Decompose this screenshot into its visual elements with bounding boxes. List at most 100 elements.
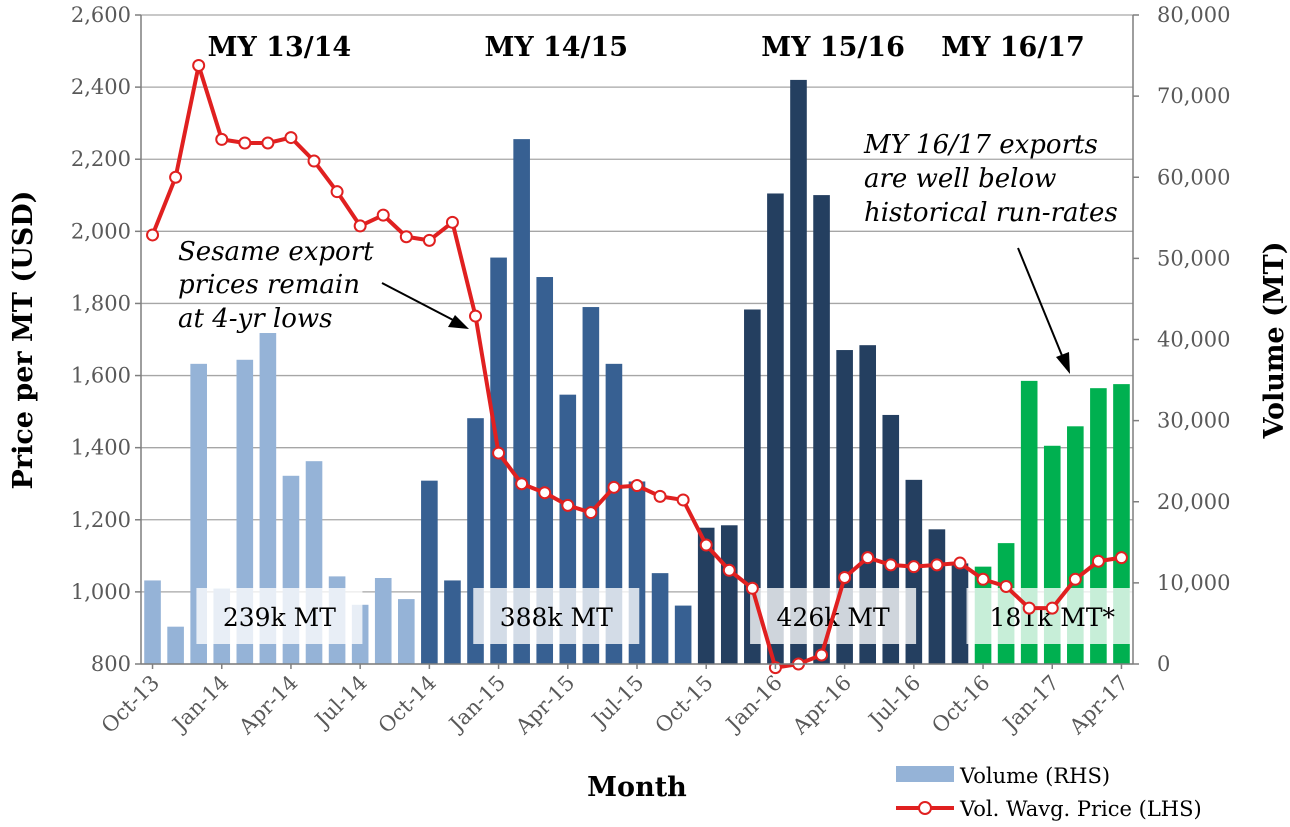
price-point [1114, 551, 1128, 565]
price-point [930, 558, 944, 572]
volume-bar [767, 193, 784, 664]
price-point [1068, 572, 1082, 586]
price-point [1045, 601, 1059, 615]
volume-bar [536, 277, 554, 664]
price-point [884, 558, 898, 572]
y-tick-label-left: 1,800 [71, 291, 131, 315]
price-point [976, 572, 990, 586]
marketing-year-label: MY 13/14 [208, 32, 352, 63]
marketing-year-label: MY 16/17 [941, 32, 1085, 63]
annotation-line: historical run-rates [864, 198, 1118, 228]
annotation-line: are well below [864, 164, 1056, 194]
legend-label-price: Vol. Wavg. Price (LHS) [959, 797, 1202, 821]
price-annotation: Sesame export prices remain at 4-yr lows [178, 237, 469, 334]
x-tick-label: Jan-14 [167, 671, 234, 738]
legend: Volume (RHS) Vol. Wavg. Price (LHS) [896, 764, 1202, 821]
volume-bar [928, 529, 946, 664]
y-tick-label-left: 1,600 [71, 364, 131, 388]
annotation-arrowhead [1056, 352, 1070, 374]
x-tick-label: Oct-14 [374, 671, 441, 738]
marketing-year-totals: 239k MT 388k MT 426k MT 181k MT* [196, 588, 1138, 644]
total-box [966, 588, 1138, 644]
marketing-year-label: MY 15/16 [761, 32, 905, 63]
volume-bar [859, 345, 877, 664]
y-tick-label-left: 1,400 [71, 436, 131, 460]
price-point [861, 551, 875, 565]
y-tick-label-right: 70,000 [1157, 84, 1230, 108]
y-tick-label-left: 2,400 [71, 75, 131, 99]
x-tick-label: Apr-16 [787, 671, 856, 740]
x-tick-label: Oct-16 [927, 671, 994, 738]
volume-bar [720, 525, 738, 664]
y-tick-label-left: 1,000 [71, 580, 131, 604]
volume-bar [674, 605, 692, 664]
annotation-line: MY 16/17 exports [863, 130, 1098, 160]
price-point [838, 570, 852, 584]
y-tick-label-left: 2,200 [71, 147, 131, 171]
volume-bar [144, 580, 161, 664]
price-point [607, 480, 621, 494]
y-axis-title-left: Price per MT (USD) [8, 191, 39, 490]
price-point [745, 581, 759, 595]
volume-bar [374, 578, 392, 664]
volume-bar [167, 626, 184, 664]
y-tick-label-right: 40,000 [1157, 328, 1230, 352]
volume-bar [951, 563, 969, 664]
volume-bar [444, 580, 461, 664]
legend-marker-price [918, 801, 932, 815]
annotation-line: at 4-yr lows [178, 304, 333, 334]
price-line [146, 58, 1128, 675]
x-tick-label: Apr-15 [510, 671, 579, 740]
price-point [699, 538, 713, 552]
price-point [215, 132, 229, 146]
price-point [1091, 554, 1105, 568]
volume-bar [813, 195, 830, 664]
annotation-arrowhead [448, 315, 469, 329]
annotation-line: Sesame export [178, 237, 374, 267]
price-point [561, 498, 575, 512]
y-tick-label-right: 50,000 [1157, 246, 1230, 270]
volume-bar [490, 257, 507, 664]
price-point [584, 506, 598, 520]
annotation-arrow [1017, 247, 1064, 359]
x-tick-label: Oct-15 [650, 671, 717, 738]
total-box [196, 588, 363, 644]
price-point [722, 563, 736, 577]
price-point [169, 170, 183, 184]
y-tick-label-right: 60,000 [1157, 165, 1230, 189]
price-point [399, 230, 413, 244]
marketing-year-label: MY 14/15 [484, 32, 628, 63]
legend-label-volume: Volume (RHS) [959, 764, 1110, 788]
y-tick-label-left: 2,600 [71, 3, 131, 27]
y-axis-title-right: Volume (MT) [1259, 241, 1290, 439]
x-tick-label: Jul-14 [309, 671, 372, 734]
volume-bar [397, 599, 415, 664]
x-tick-label: Jan-16 [720, 671, 787, 738]
annotation-line: prices remain [178, 270, 360, 300]
x-tick-label: Jan-15 [443, 671, 510, 738]
x-tick-label: Jul-16 [863, 671, 926, 734]
price-point [538, 486, 552, 500]
y-tick-label-right: 0 [1157, 652, 1170, 676]
price-point [1022, 601, 1036, 615]
volume-bar [744, 309, 761, 664]
price-point [307, 154, 321, 168]
x-axis-title: Month [587, 772, 687, 803]
volume-bar [697, 527, 715, 664]
y-tick-label-right: 20,000 [1157, 490, 1230, 514]
price-point [261, 136, 275, 150]
price-point [676, 493, 690, 507]
volume-bar [259, 333, 277, 664]
price-point [353, 219, 367, 233]
price-point [492, 446, 506, 460]
y-tick-label-right: 80,000 [1157, 3, 1230, 27]
total-box [473, 588, 640, 644]
price-point [815, 648, 829, 662]
price-point [953, 556, 967, 570]
price-point [146, 228, 160, 242]
price-point [907, 560, 921, 574]
marketing-year-total: 239k MT [223, 603, 336, 632]
price-point [653, 489, 667, 503]
y-tick-label-right: 10,000 [1157, 571, 1230, 595]
price-point [238, 136, 252, 150]
